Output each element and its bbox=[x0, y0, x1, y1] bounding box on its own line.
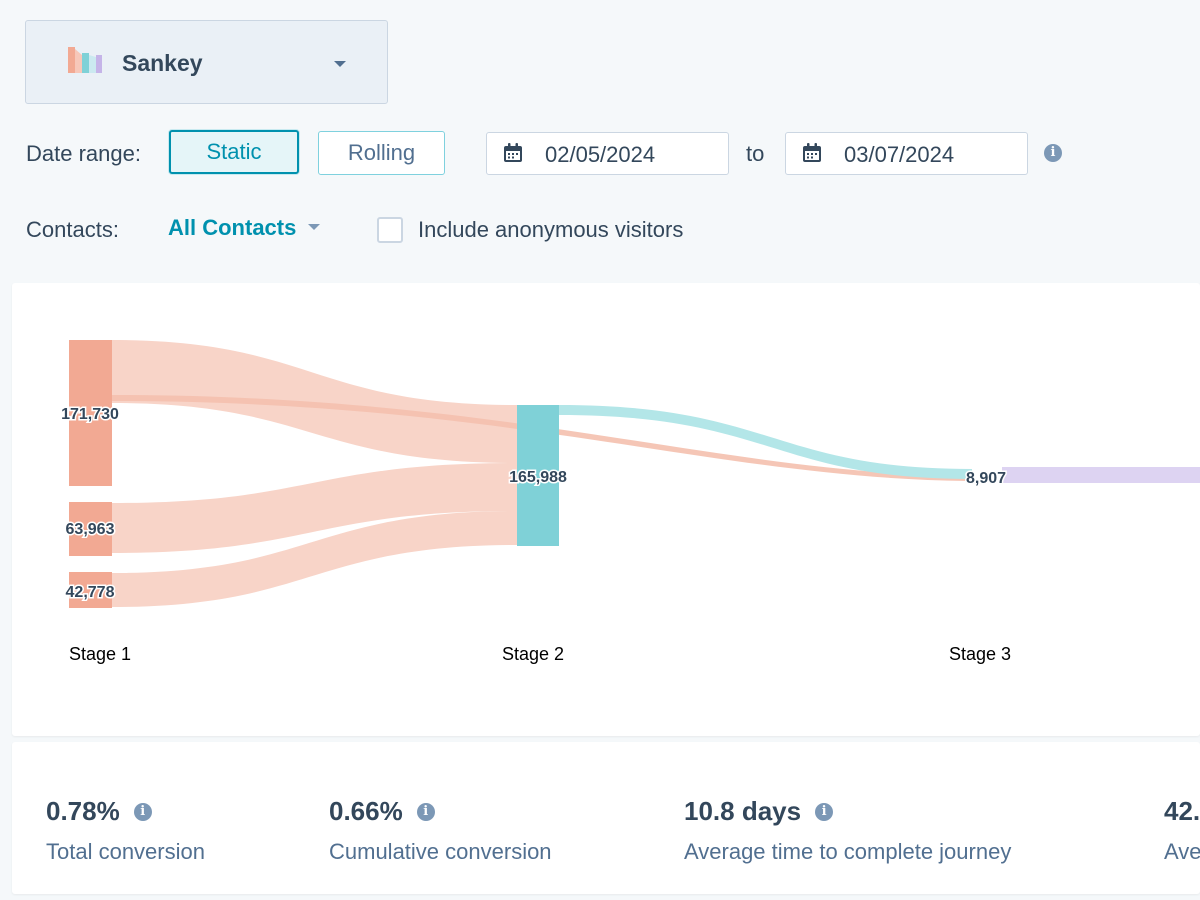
start-date-input[interactable]: 02/05/2024 bbox=[486, 132, 729, 175]
info-icon[interactable]: i bbox=[416, 802, 435, 821]
metric-label: Cumulative conversion bbox=[329, 839, 552, 864]
metric-value: 0.78% bbox=[46, 796, 120, 826]
sankey-link bbox=[559, 405, 972, 479]
static-toggle-button[interactable]: Static bbox=[169, 130, 299, 174]
node-value-label: 63,963 bbox=[66, 521, 115, 538]
node-value-label: 165,988 bbox=[509, 469, 567, 486]
include-anonymous-checkbox[interactable] bbox=[377, 217, 403, 243]
stage-label: Stage 1 bbox=[69, 644, 132, 664]
metrics-panel: 0.78% i Total conversion 0.66% i Cumulativ… bbox=[12, 742, 1200, 894]
stage-label: Stage 3 bbox=[949, 644, 1012, 664]
to-label: to bbox=[746, 141, 765, 166]
node-value-label: 8,907 bbox=[966, 470, 1006, 487]
chevron-down-icon bbox=[308, 224, 321, 231]
sankey-node bbox=[69, 572, 112, 608]
sankey-node bbox=[69, 340, 112, 486]
metric-label: Ave bbox=[1164, 839, 1200, 864]
metric-total-conversion: 0.78% i Total conversion bbox=[46, 796, 205, 865]
sankey-logo-icon bbox=[68, 47, 102, 73]
stage-label: Stage 2 bbox=[502, 644, 565, 664]
info-icon[interactable]: i bbox=[133, 802, 152, 821]
contacts-dropdown[interactable]: All Contacts bbox=[168, 215, 321, 241]
sankey-chart-panel: 171,730 63,963 42,778 165,988 8,907 Stag… bbox=[12, 283, 1200, 736]
sankey-link bbox=[112, 463, 517, 553]
contacts-label: Contacts: bbox=[26, 217, 119, 242]
metric-value: 42. bbox=[1164, 796, 1200, 826]
sankey-node bbox=[69, 502, 112, 556]
start-date-value: 02/05/2024 bbox=[545, 142, 656, 167]
rolling-toggle-button[interactable]: Rolling bbox=[318, 131, 445, 175]
chevron-down-icon bbox=[334, 61, 346, 67]
sankey-link bbox=[112, 395, 967, 481]
metric-truncated: 42. Ave bbox=[1164, 796, 1200, 865]
info-icon[interactable]: i bbox=[815, 802, 834, 821]
sankey-node bbox=[517, 405, 559, 546]
node-value-label: 42,778 bbox=[66, 584, 115, 601]
sankey-link bbox=[112, 340, 517, 463]
contacts-selected-value: All Contacts bbox=[168, 215, 297, 240]
sankey-link bbox=[1002, 467, 1200, 483]
end-date-input[interactable]: 03/07/2024 bbox=[785, 132, 1028, 175]
metric-label: Average time to complete journey bbox=[684, 839, 1012, 864]
date-range-label: Date range: bbox=[26, 141, 141, 166]
metric-cumulative-conversion: 0.66% i Cumulative conversion bbox=[329, 796, 552, 865]
metric-value: 0.66% bbox=[329, 796, 403, 826]
node-value-label: 171,730 bbox=[61, 406, 119, 423]
metric-value: 10.8 days bbox=[684, 796, 802, 826]
chart-type-label: Sankey bbox=[122, 50, 203, 76]
calendar-icon bbox=[803, 143, 821, 162]
include-anonymous-label[interactable]: Include anonymous visitors bbox=[418, 217, 684, 242]
metric-average-time: 10.8 days i Average time to complete jour… bbox=[684, 796, 1011, 865]
sankey-chart: 171,730 63,963 42,778 165,988 8,907 bbox=[60, 340, 1200, 608]
calendar-icon bbox=[504, 143, 522, 162]
chart-type-dropdown[interactable]: Sankey bbox=[25, 20, 388, 104]
metric-label: Total conversion bbox=[46, 839, 205, 864]
end-date-value: 03/07/2024 bbox=[844, 142, 955, 167]
sankey-link bbox=[112, 511, 517, 607]
date-range-info-icon[interactable]: i bbox=[1044, 144, 1062, 162]
